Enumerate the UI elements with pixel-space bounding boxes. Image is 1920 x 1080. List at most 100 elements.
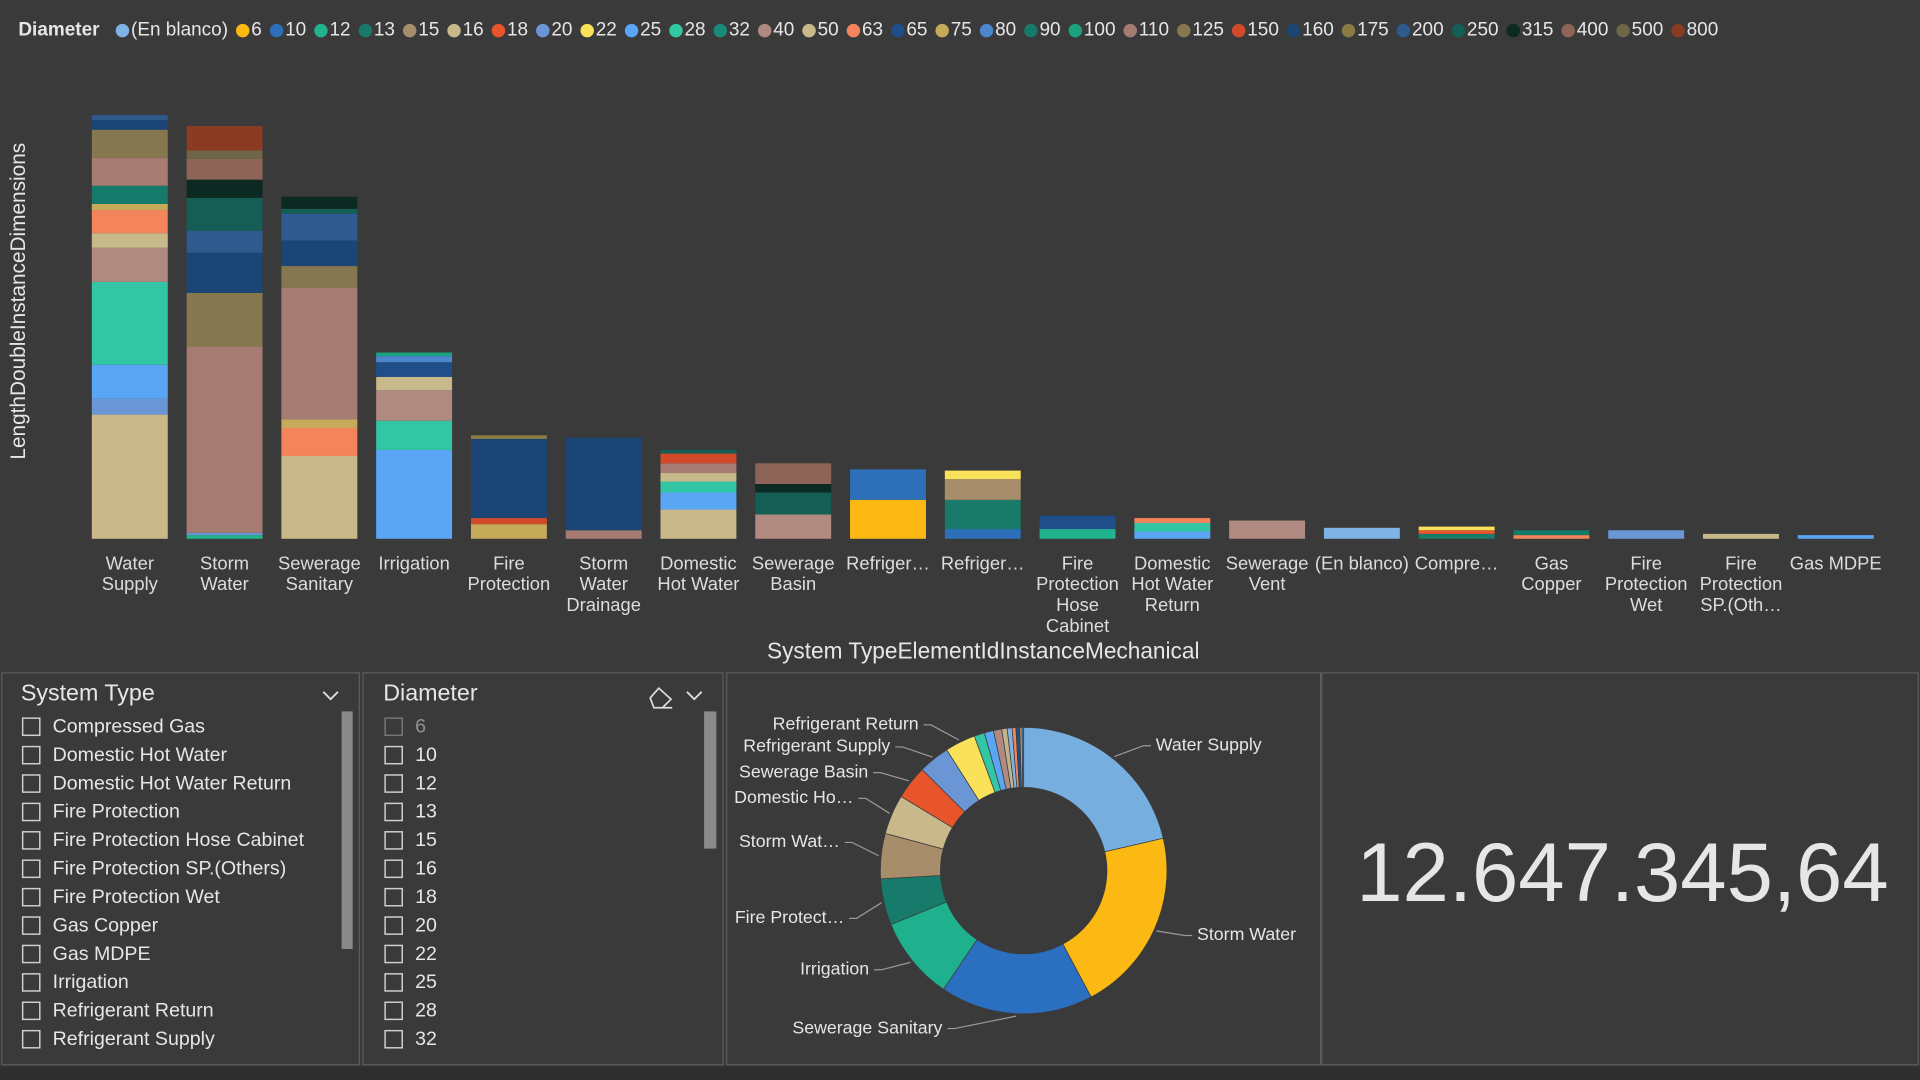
bar-segment <box>281 196 358 209</box>
checkbox[interactable] <box>21 973 41 992</box>
checkbox[interactable] <box>384 916 403 935</box>
slicer-item[interactable]: 12 <box>415 772 437 794</box>
legend-swatch <box>757 23 772 38</box>
x-tick-label: (En blanco) <box>1314 553 1409 575</box>
x-tick-label-box: Storm Water <box>200 553 249 595</box>
x-tick-label: Fire Protection Wet <box>1604 553 1688 616</box>
checkbox[interactable] <box>21 859 41 879</box>
legend-swatch <box>935 23 949 38</box>
checkbox[interactable] <box>21 1001 41 1021</box>
slicer-item[interactable]: 10 <box>415 744 437 766</box>
legend-label: 250 <box>1467 20 1499 41</box>
bar-segment <box>186 179 263 198</box>
slicer-item[interactable]: Refrigerant Return <box>53 1000 214 1022</box>
slicer-item[interactable]: 6 <box>415 716 426 738</box>
checkbox[interactable] <box>21 802 41 822</box>
legend-swatch <box>1396 23 1411 38</box>
slicer-item[interactable]: 25 <box>415 971 437 993</box>
leader-line <box>1114 745 1151 758</box>
checkbox[interactable] <box>384 717 403 737</box>
slicer-item[interactable]: 15 <box>415 829 437 851</box>
legend-swatch <box>358 23 373 38</box>
checkbox[interactable] <box>21 745 41 765</box>
checkbox[interactable] <box>21 774 41 793</box>
bar-segment <box>1134 531 1211 539</box>
slicer-item[interactable]: Fire Protection Wet <box>53 886 221 908</box>
slicer-item[interactable]: Domestic Hot Water <box>53 744 228 766</box>
clear-selection-icon[interactable] <box>649 686 673 709</box>
checkbox[interactable] <box>384 859 403 879</box>
legend-label: 100 <box>1084 20 1116 41</box>
checkbox[interactable] <box>21 916 41 935</box>
checkbox[interactable] <box>21 887 41 907</box>
checkbox[interactable] <box>384 745 403 765</box>
scrollbar[interactable] <box>341 711 353 949</box>
slicer-item[interactable]: Gas Copper <box>53 914 159 936</box>
checkbox[interactable] <box>384 944 403 964</box>
slicer-title: System Type <box>21 679 155 705</box>
bar-segment <box>186 292 263 347</box>
legend-swatch <box>1451 23 1466 38</box>
bar-segment <box>1134 518 1211 523</box>
x-tick-label-box: Fire Protection Wet <box>1604 553 1688 616</box>
legend-swatch <box>1286 23 1301 38</box>
legend-swatch <box>1177 23 1191 38</box>
checkbox[interactable] <box>384 802 403 822</box>
bar-segment <box>660 492 737 510</box>
legend-swatch <box>1341 23 1356 38</box>
legend-swatch <box>802 23 816 38</box>
slicer-item[interactable]: Fire Protection <box>53 801 180 823</box>
donut-label: Sewerage Sanitary <box>792 1017 942 1037</box>
checkbox[interactable] <box>384 887 403 907</box>
x-tick-label-box: Fire Protection <box>467 553 551 596</box>
checkbox[interactable] <box>384 1029 403 1049</box>
slicer-panel <box>362 672 724 1066</box>
slicer-item[interactable]: 32 <box>415 1028 437 1050</box>
bar-segment <box>660 449 737 454</box>
slicer-item[interactable]: Fire Protection Hose Cabinet <box>53 829 305 851</box>
dropdown-chevron[interactable] <box>322 691 339 701</box>
slicer-item[interactable]: 18 <box>415 886 437 908</box>
x-tick-label-box: Gas Copper <box>1521 553 1581 595</box>
slicer-item[interactable]: Irrigation <box>53 971 129 993</box>
x-tick-label-box: (En blanco) <box>1314 553 1409 575</box>
legend-swatch <box>402 23 417 38</box>
x-tick-label: Fire Protection <box>467 553 551 596</box>
slicer-item[interactable]: Fire Protection SP.(Others) <box>53 858 287 880</box>
bar-segment <box>281 419 358 428</box>
dropdown-chevron[interactable] <box>686 691 703 701</box>
slicer-item[interactable]: 16 <box>415 858 437 880</box>
legend-label: 15 <box>418 20 439 41</box>
scrollbar[interactable] <box>704 711 717 849</box>
slicer-item[interactable]: 22 <box>415 943 437 965</box>
legend-swatch <box>491 23 506 38</box>
checkbox[interactable] <box>21 831 41 850</box>
x-tick-label: Refriger… <box>940 553 1025 575</box>
slicer-item[interactable]: Gas MDPE <box>53 943 151 965</box>
leader-line <box>895 746 933 758</box>
legend-label: 16 <box>463 20 484 41</box>
slicer-item[interactable]: 13 <box>415 801 437 823</box>
checkbox[interactable] <box>21 717 41 737</box>
checkbox[interactable] <box>384 973 403 992</box>
checkbox[interactable] <box>21 1029 41 1049</box>
checkbox[interactable] <box>384 1001 403 1021</box>
legend-swatch <box>669 23 683 38</box>
checkbox[interactable] <box>384 774 403 793</box>
slicer-item[interactable]: Domestic Hot Water Return <box>53 772 292 794</box>
checkbox[interactable] <box>384 831 403 850</box>
bar-segment <box>944 470 1021 480</box>
bar-segment <box>660 473 737 482</box>
slicer-item[interactable]: 20 <box>415 914 437 936</box>
legend-label: (En blanco) <box>131 20 228 41</box>
checkbox[interactable] <box>21 944 41 964</box>
x-tick-label: Refriger… <box>846 553 930 575</box>
legend-swatch <box>269 23 284 38</box>
slicer-item[interactable]: 28 <box>415 1000 437 1022</box>
slicer-item[interactable]: Compressed Gas <box>53 716 206 738</box>
legend-swatch <box>979 23 994 38</box>
donut-label: Storm Wat… <box>739 831 840 851</box>
slicer-item[interactable]: Refrigerant Supply <box>53 1028 215 1050</box>
